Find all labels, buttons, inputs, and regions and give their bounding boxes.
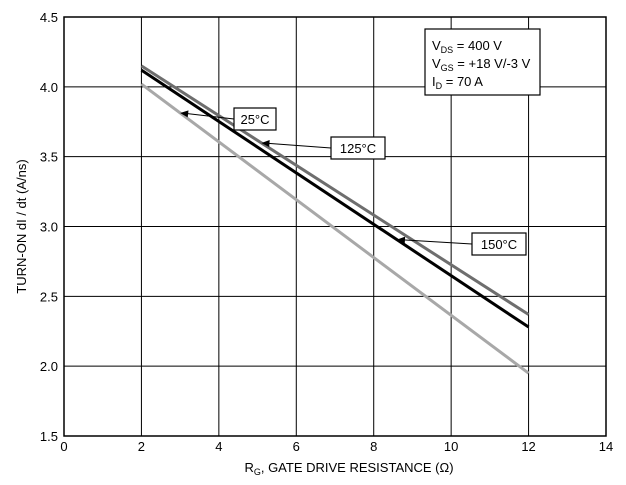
x-axis-title: RG, GATE DRIVE RESISTANCE (Ω) <box>244 460 453 477</box>
y-tick-label: 4.0 <box>40 80 58 95</box>
condition-line: ID = 70 A <box>432 74 483 91</box>
x-tick-label: 6 <box>293 439 300 454</box>
callout-arrowhead-150C <box>396 236 406 244</box>
condition-line: VDS = 400 V <box>432 38 502 55</box>
series-line-125C <box>140 64 530 316</box>
series-line-25C <box>140 82 530 375</box>
callout-arrowhead-25C <box>180 110 189 118</box>
y-tick-label: 3.5 <box>40 150 58 165</box>
conditions-box <box>424 28 541 96</box>
callout-box-25C <box>233 107 277 131</box>
x-tick-label: 12 <box>521 439 535 454</box>
y-tick-label: 2.5 <box>40 289 58 304</box>
callout-leader-150C <box>398 239 473 245</box>
y-tick-label: 4.5 <box>40 10 58 25</box>
x-tick-label: 10 <box>444 439 458 454</box>
condition-line: VGS = +18 V/-3 V <box>432 56 531 73</box>
y-axis-title: TURN-ON dI / dt (A/ns) <box>14 159 29 293</box>
callout-label-25C: 25°C <box>240 112 269 127</box>
x-tick-label: 8 <box>370 439 377 454</box>
x-tick-label: 0 <box>60 439 67 454</box>
callout-leader-25C <box>182 112 235 120</box>
x-tick-label: 14 <box>599 439 613 454</box>
x-tick-label: 2 <box>138 439 145 454</box>
y-tick-label: 2.0 <box>40 359 58 374</box>
callout-box-150C <box>471 232 527 256</box>
y-tick-label: 1.5 <box>40 429 58 444</box>
callout-leader-125C <box>263 142 332 149</box>
series-line-150C <box>140 68 530 329</box>
callout-label-125C: 125°C <box>340 141 376 156</box>
y-tick-label: 3.0 <box>40 220 58 235</box>
x-tick-label: 4 <box>215 439 222 454</box>
callout-arrowhead-125C <box>261 140 270 148</box>
callout-label-150C: 150°C <box>481 237 517 252</box>
plot-frame <box>63 16 607 437</box>
callout-box-125C <box>330 136 386 160</box>
